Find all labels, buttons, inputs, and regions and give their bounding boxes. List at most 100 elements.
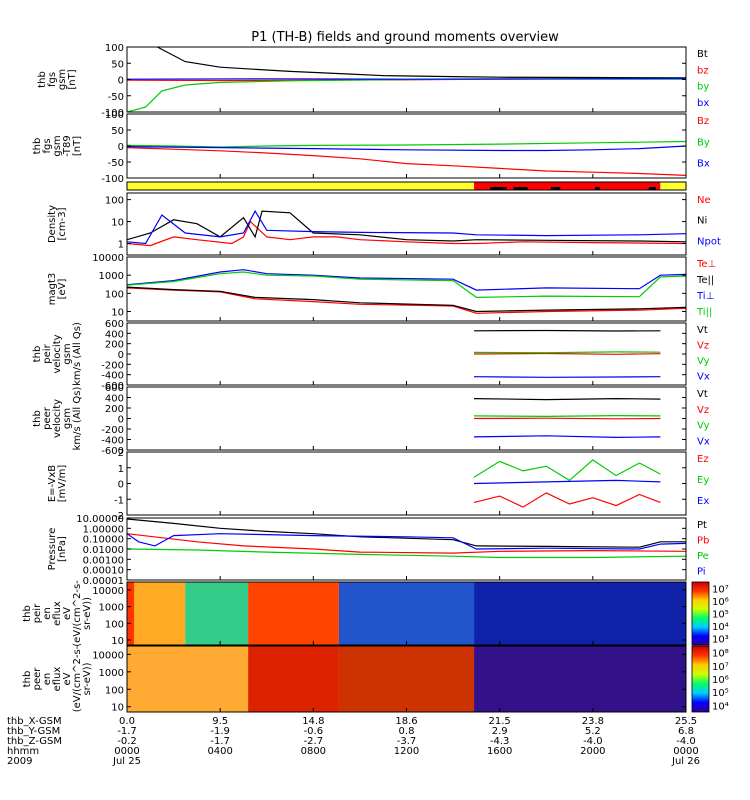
y-tick-label: 1	[118, 464, 124, 475]
spectrogram-band	[338, 582, 475, 645]
y-tick-label: 10000	[92, 650, 124, 661]
quality-bar-mark	[490, 187, 507, 190]
y-tick-label: -400	[101, 436, 124, 447]
y-axis-label: km/s (All Qs)	[72, 387, 83, 451]
y-tick-label: 100	[105, 196, 124, 207]
time-axis-value: 23.8	[582, 716, 604, 727]
time-axis-value: -1.7	[210, 736, 230, 747]
legend-entry: Pi	[697, 567, 706, 578]
series-line-Pt	[127, 518, 686, 548]
time-axis-value: -1.7	[117, 726, 137, 737]
time-axis-value: -4.0	[676, 736, 696, 747]
quality-bar-segment	[474, 182, 661, 190]
y-tick-label: -400	[101, 371, 124, 382]
legend-entry: Bz	[697, 116, 709, 127]
colorbar-label: 10⁵	[712, 610, 729, 621]
colorbar-label: 10⁶	[712, 597, 729, 608]
series-lines	[127, 47, 686, 112]
y-axis-label: peer	[42, 406, 53, 430]
y-axis-label: thb	[32, 346, 43, 363]
time-axis-value: 1200	[394, 746, 419, 757]
y-tick-label: 100	[105, 110, 124, 121]
y-axis-label: peir	[32, 603, 43, 623]
legend-entry: Te||	[696, 275, 714, 286]
time-axis-value: Jul 25	[112, 756, 141, 767]
y-axis-label: thb	[32, 410, 43, 427]
time-axis-value: 0.8	[399, 726, 415, 737]
y-tick-label: 200	[105, 404, 124, 415]
y-tick-label: -100	[101, 108, 124, 119]
legend-entry: Vy	[697, 356, 710, 367]
time-axis-value: 0.0	[119, 716, 135, 727]
colorbar-label: 10⁷	[712, 584, 729, 595]
panel-4: Ne Ni Npot 100 10 1 Density [cm-3]	[47, 192, 721, 256]
y-axis-label: gsm	[57, 69, 68, 90]
quality-bar-segment	[127, 182, 475, 190]
time-axis-row-label: thb_Z-GSM	[7, 736, 62, 747]
series-line-Vz	[473, 417, 661, 420]
series-line-Ez	[473, 492, 661, 508]
y-axis-label: velocity	[52, 399, 63, 438]
colorbar-label: 10⁶	[712, 675, 729, 686]
series-line-Ti⊥	[127, 269, 686, 291]
spectrogram-band	[474, 582, 686, 645]
y-axis-label: km/s (All Qs)	[72, 322, 83, 386]
panel-9: PtPbPePi10.000001.000000.100000.010000.0…	[47, 514, 709, 587]
legend-entry: Pe	[697, 551, 709, 562]
y-axis-label: thb	[22, 671, 33, 688]
series-line-Vx	[473, 435, 661, 439]
time-axis-value: 25.5	[675, 716, 697, 727]
quality-bar-mark	[595, 187, 600, 190]
series-line-by	[127, 78, 686, 112]
y-axis-label: [nT]	[72, 136, 83, 156]
time-axis-row-label: hhmm	[7, 746, 39, 757]
y-axis-label: sr-eV))	[82, 597, 93, 630]
legend-entry: Ez	[697, 454, 709, 465]
y-tick-label: 2	[118, 448, 124, 459]
quality-bar-mark	[550, 187, 561, 190]
series-line-Bx	[127, 145, 686, 152]
colorbar	[691, 645, 710, 713]
quality-bar-mark	[648, 187, 656, 190]
y-axis-label: thb	[37, 71, 48, 88]
spectrogram-band	[127, 646, 249, 712]
spectrogram-band	[248, 582, 339, 645]
legend-entry: Vt	[697, 389, 708, 400]
panel-5: Te⊥ Te|| Ti⊥ Ti|| 10000 1000 100 10 magt3 [eV]	[47, 253, 716, 322]
legend-entry: Pb	[697, 536, 709, 547]
time-axis-value: -4.3	[490, 736, 510, 747]
y-tick-label: 1000	[99, 603, 124, 614]
series-lines	[127, 209, 686, 247]
colorbar-label: 10⁷	[712, 662, 729, 673]
panel-frame	[126, 113, 687, 179]
y-axis-label: gsm	[62, 343, 73, 364]
legend-entry: Bx	[697, 159, 710, 170]
y-axis-label: (eV/(cm^2-s-	[72, 645, 83, 712]
series-line-Pi	[127, 533, 686, 550]
series-line-Ni	[127, 210, 686, 243]
spectrogram-band	[185, 582, 249, 645]
y-axis-label: peir	[42, 343, 53, 363]
series-line-Vx	[473, 376, 661, 378]
y-axis-label: gsm	[62, 408, 73, 429]
series-line-Bt	[157, 47, 686, 79]
series-lines	[473, 459, 661, 508]
y-axis-label: [mV/m]	[57, 465, 68, 503]
y-tick-label: -600	[101, 381, 124, 392]
legend-entry: Ex	[697, 496, 709, 507]
legend-entry: Vx	[697, 436, 710, 447]
y-axis-label: en	[42, 673, 53, 686]
series-line-By	[127, 140, 686, 148]
spectrogram-band	[338, 646, 475, 712]
spectrogram-band	[127, 582, 134, 645]
y-axis-label: E=-VxB	[47, 465, 58, 502]
y-tick-label: 1000	[99, 668, 124, 679]
y-tick-label: 10	[111, 703, 124, 714]
time-axis-value: 0400	[207, 746, 232, 757]
spectrogram-band	[133, 582, 186, 645]
quality-bar-frame	[126, 181, 687, 191]
panel-11: 10⁸ 10⁷ 10⁶ 10⁵ 10⁴ 10000 1000 100 10 thb peer en ef…	[22, 645, 729, 713]
